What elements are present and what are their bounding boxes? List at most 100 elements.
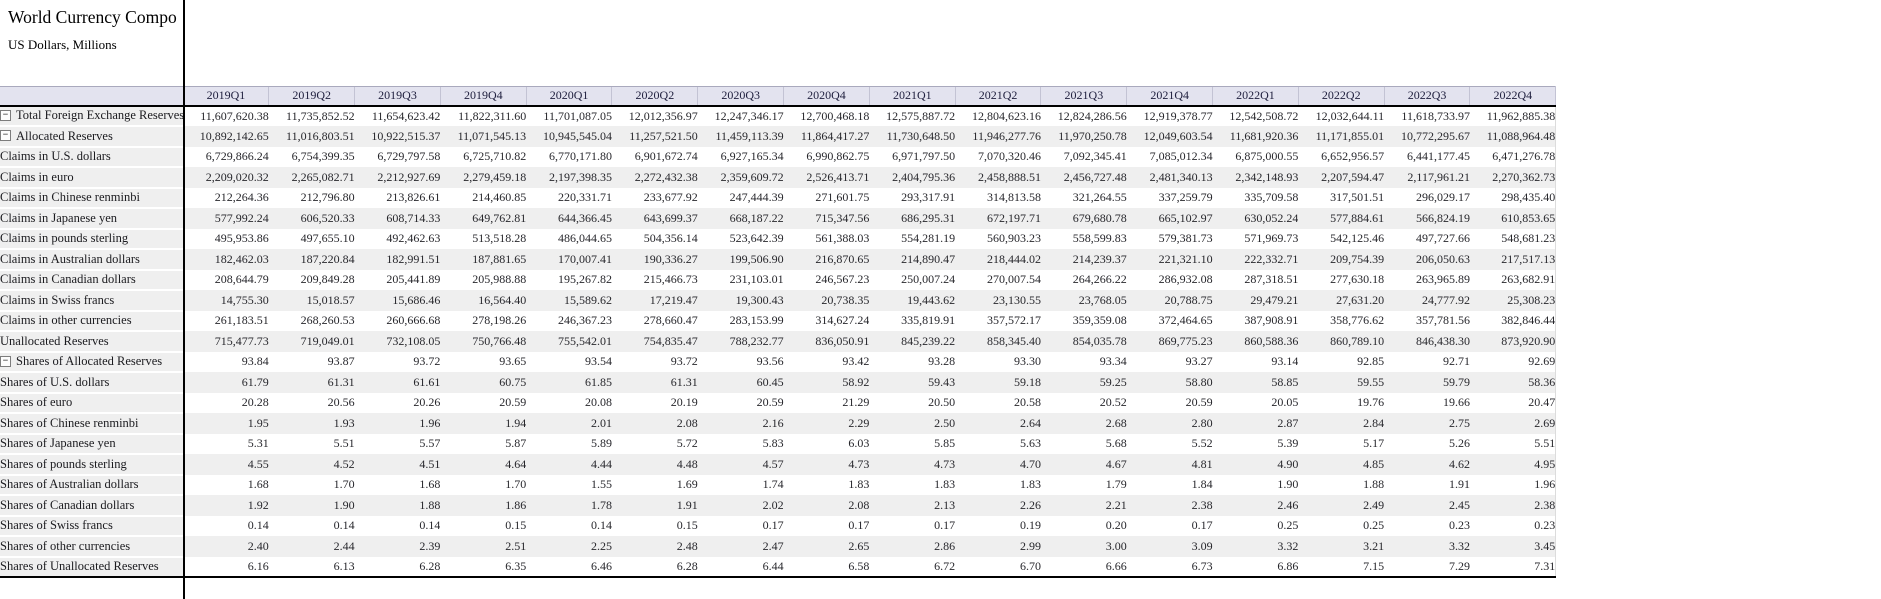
value-cell[interactable]: 2.48: [611, 536, 698, 557]
value-cell[interactable]: 6.13: [268, 556, 355, 578]
value-cell[interactable]: 719,049.01: [268, 331, 355, 352]
row-label-cell[interactable]: Shares of U.S. dollars: [0, 372, 183, 394]
value-cell[interactable]: 263,965.89: [1384, 269, 1470, 290]
value-cell[interactable]: 2.69: [1469, 413, 1557, 434]
value-cell[interactable]: 25,308.23: [1469, 290, 1557, 311]
value-cell[interactable]: 93.34: [1040, 351, 1127, 372]
value-cell[interactable]: 2.13: [869, 495, 956, 516]
value-cell[interactable]: 250,007.24: [869, 269, 956, 290]
value-cell[interactable]: 0.15: [440, 515, 527, 536]
column-header[interactable]: 2019Q4: [439, 86, 527, 107]
value-cell[interactable]: 61.61: [354, 372, 441, 393]
value-cell[interactable]: 2,212,927.69: [354, 167, 441, 188]
value-cell[interactable]: 93.87: [268, 351, 355, 372]
row-label-cell[interactable]: Claims in other currencies: [0, 310, 183, 332]
value-cell[interactable]: 170,007.41: [526, 249, 612, 270]
value-cell[interactable]: 1.55: [526, 474, 612, 495]
value-cell[interactable]: 314,813.58: [955, 187, 1041, 208]
value-cell[interactable]: 93.27: [1126, 351, 1213, 372]
value-cell[interactable]: 15,018.57: [268, 290, 355, 311]
value-cell[interactable]: 0.14: [526, 515, 612, 536]
value-cell[interactable]: 4.90: [1212, 454, 1299, 475]
value-cell[interactable]: 11,701,087.05: [526, 105, 612, 126]
value-cell[interactable]: 93.72: [354, 351, 441, 372]
value-cell[interactable]: 2,117,961.21: [1384, 167, 1470, 188]
value-cell[interactable]: 246,367.23: [526, 310, 612, 331]
value-cell[interactable]: 860,789.10: [1298, 331, 1385, 352]
value-cell[interactable]: 21.29: [783, 392, 870, 413]
value-cell[interactable]: 93.30: [955, 351, 1041, 372]
value-cell[interactable]: 2,458,888.51: [955, 167, 1041, 188]
value-cell[interactable]: 60.75: [440, 372, 527, 393]
value-cell[interactable]: 548,681.23: [1469, 228, 1557, 249]
value-cell[interactable]: 278,660.47: [611, 310, 698, 331]
value-cell[interactable]: 504,356.14: [611, 228, 698, 249]
value-cell[interactable]: 1.83: [783, 474, 870, 495]
value-cell[interactable]: 561,388.03: [783, 228, 870, 249]
value-cell[interactable]: 11,822,311.60: [440, 105, 527, 126]
value-cell[interactable]: 23,768.05: [1040, 290, 1127, 311]
value-cell[interactable]: 296,029.17: [1384, 187, 1470, 208]
value-cell[interactable]: 11,607,620.38: [183, 105, 269, 126]
column-header[interactable]: 2021Q1: [868, 86, 956, 107]
row-label-cell[interactable]: − Total Foreign Exchange Reserves: [0, 105, 183, 127]
row-label-cell[interactable]: Claims in U.S. dollars: [0, 146, 183, 168]
value-cell[interactable]: 11,071,545.13: [440, 126, 527, 147]
value-cell[interactable]: 513,518.28: [440, 228, 527, 249]
value-cell[interactable]: 93.14: [1212, 351, 1299, 372]
row-label-cell[interactable]: Claims in Chinese renminbi: [0, 187, 183, 209]
value-cell[interactable]: 2.68: [1040, 413, 1127, 434]
value-cell[interactable]: 2.65: [783, 536, 870, 557]
value-cell[interactable]: 579,381.73: [1126, 228, 1213, 249]
value-cell[interactable]: 4.64: [440, 454, 527, 475]
row-label-cell[interactable]: Shares of pounds sterling: [0, 454, 183, 476]
column-header[interactable]: 2022Q4: [1469, 86, 1557, 107]
value-cell[interactable]: 263,682.91: [1469, 269, 1557, 290]
value-cell[interactable]: 5.72: [611, 433, 698, 454]
value-cell[interactable]: 10,945,545.04: [526, 126, 612, 147]
value-cell[interactable]: 58.80: [1126, 372, 1213, 393]
value-cell[interactable]: 59.43: [869, 372, 956, 393]
value-cell[interactable]: 5.57: [354, 433, 441, 454]
value-cell[interactable]: 206,050.63: [1384, 249, 1470, 270]
value-cell[interactable]: 5.26: [1384, 433, 1470, 454]
value-cell[interactable]: 5.87: [440, 433, 527, 454]
value-cell[interactable]: 2.16: [697, 413, 784, 434]
value-cell[interactable]: 3.21: [1298, 536, 1385, 557]
value-cell[interactable]: 231,103.01: [697, 269, 784, 290]
value-cell[interactable]: 20.47: [1469, 392, 1557, 413]
value-cell[interactable]: 845,239.22: [869, 331, 956, 352]
value-cell[interactable]: 20.50: [869, 392, 956, 413]
value-cell[interactable]: 0.14: [183, 515, 269, 536]
row-label-cell[interactable]: Shares of Australian dollars: [0, 474, 183, 496]
value-cell[interactable]: 29,479.21: [1212, 290, 1299, 311]
value-cell[interactable]: 6.46: [526, 556, 612, 578]
value-cell[interactable]: 387,908.91: [1212, 310, 1299, 331]
value-cell[interactable]: 836,050.91: [783, 331, 870, 352]
value-cell[interactable]: 2.51: [440, 536, 527, 557]
value-cell[interactable]: 1.95: [183, 413, 269, 434]
value-cell[interactable]: 12,575,887.72: [869, 105, 956, 126]
value-cell[interactable]: 11,962,885.38: [1469, 105, 1557, 126]
value-cell[interactable]: 860,588.36: [1212, 331, 1299, 352]
value-cell[interactable]: 6.58: [783, 556, 870, 578]
value-cell[interactable]: 20.52: [1040, 392, 1127, 413]
value-cell[interactable]: 298,435.40: [1469, 187, 1557, 208]
value-cell[interactable]: 6.86: [1212, 556, 1299, 578]
value-cell[interactable]: 11,681,920.36: [1212, 126, 1299, 147]
row-label-cell[interactable]: Shares of Chinese renminbi: [0, 413, 183, 435]
column-header[interactable]: 2020Q2: [611, 86, 698, 107]
value-cell[interactable]: 5.39: [1212, 433, 1299, 454]
value-cell[interactable]: 20.28: [183, 392, 269, 413]
value-cell[interactable]: 679,680.78: [1040, 208, 1127, 229]
column-header[interactable]: 2020Q3: [697, 86, 784, 107]
value-cell[interactable]: 2.29: [783, 413, 870, 434]
column-header[interactable]: 2022Q3: [1383, 86, 1470, 107]
value-cell[interactable]: 12,700,468.18: [783, 105, 870, 126]
value-cell[interactable]: 2.44: [268, 536, 355, 557]
value-cell[interactable]: 20.56: [268, 392, 355, 413]
value-cell[interactable]: 187,881.65: [440, 249, 527, 270]
value-cell[interactable]: 869,775.23: [1126, 331, 1213, 352]
value-cell[interactable]: 1.79: [1040, 474, 1127, 495]
value-cell[interactable]: 14,755.30: [183, 290, 269, 311]
